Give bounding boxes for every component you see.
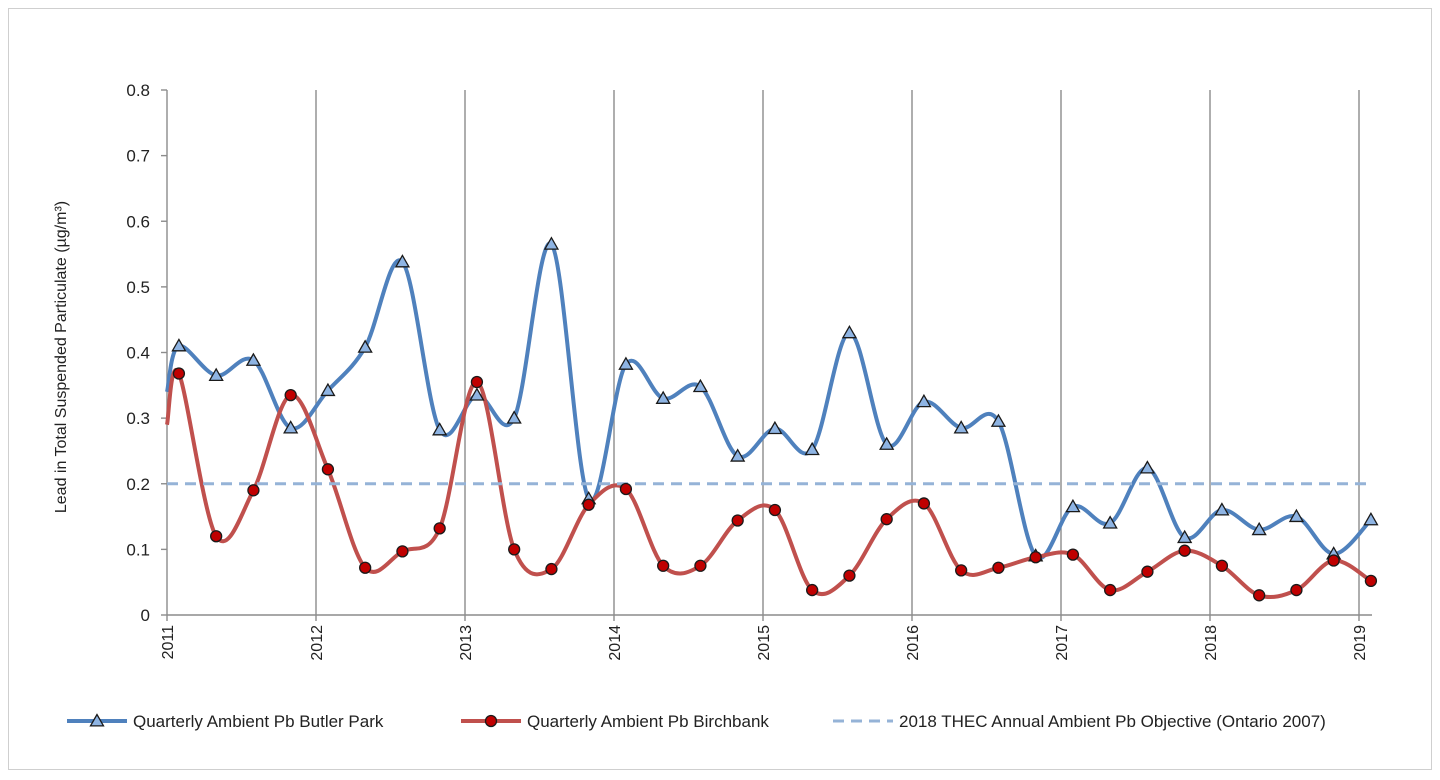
x-tick-label-2011: 2011 — [160, 625, 177, 660]
point-s0-25 — [1065, 498, 1081, 513]
point-s0-27 — [1139, 460, 1156, 474]
marker-layer — [171, 236, 1379, 602]
series-layer — [165, 241, 1373, 600]
point-s1-30 — [1253, 589, 1266, 602]
point-s1-14 — [657, 559, 670, 572]
legend-label-2: 2018 THEC Annual Ambient Pb Objective (O… — [899, 712, 1326, 731]
point-s0-14 — [655, 390, 671, 404]
point-s1-8 — [433, 522, 446, 535]
point-s1-31 — [1290, 583, 1303, 597]
point-s0-18 — [804, 441, 820, 456]
point-s1-12 — [582, 498, 595, 511]
point-s1-7 — [396, 545, 409, 558]
point-s1-26 — [1104, 583, 1117, 597]
point-s0-5 — [320, 382, 336, 397]
chart-frame — [8, 8, 1432, 770]
point-s0-30 — [1251, 521, 1267, 536]
point-s0-26 — [1102, 515, 1118, 529]
point-s0-19 — [841, 325, 858, 339]
point-s0-3 — [245, 352, 262, 366]
y-tick-label-0.2: 0.2 — [126, 475, 150, 494]
point-s0-2 — [208, 367, 224, 381]
point-s1-17 — [768, 503, 782, 517]
point-s1-28 — [1178, 544, 1191, 557]
point-s1-19 — [843, 569, 856, 582]
point-s0-16 — [730, 448, 746, 462]
legend: Quarterly Ambient Pb Butler Park Quarterl… — [67, 712, 1326, 731]
point-s0-22 — [953, 420, 969, 434]
point-s1-16 — [731, 514, 744, 527]
point-s1-21 — [917, 497, 931, 510]
y-tick-label-0.5: 0.5 — [126, 278, 150, 297]
legend-label-1: Quarterly Ambient Pb Birchbank — [527, 712, 769, 731]
point-s0-9 — [469, 387, 485, 401]
point-s1-11 — [545, 562, 558, 576]
point-s0-13 — [618, 356, 634, 370]
point-s1-1 — [172, 367, 186, 380]
y-tick-label-0: 0 — [141, 606, 150, 625]
x-tick-label-2016: 2016 — [905, 625, 922, 661]
point-s1-9 — [470, 375, 484, 389]
point-s0-8 — [432, 422, 448, 436]
point-s0-6 — [357, 339, 373, 353]
point-s1-18 — [806, 583, 819, 597]
point-s0-29 — [1214, 502, 1230, 516]
point-s0-10 — [506, 410, 522, 424]
y-tick-label-0.1: 0.1 — [126, 540, 150, 559]
point-s1-33 — [1364, 574, 1378, 588]
point-s1-20 — [880, 513, 893, 526]
x-tick-label-2018: 2018 — [1203, 625, 1220, 661]
point-s1-15 — [694, 559, 707, 572]
point-s0-31 — [1288, 508, 1305, 523]
point-s0-20 — [879, 436, 895, 450]
point-s1-22 — [955, 564, 968, 577]
label-layer: Lead in Total Suspended Particulate (µg/… — [53, 201, 70, 513]
point-s1-10 — [508, 543, 521, 556]
y-tick-label-0.6: 0.6 — [126, 212, 150, 231]
point-s1-27 — [1141, 565, 1154, 578]
point-s0-33 — [1363, 512, 1379, 526]
point-s1-24 — [1029, 551, 1042, 564]
x-tick-label-2014: 2014 — [607, 625, 624, 661]
point-s1-32 — [1327, 554, 1340, 567]
point-s0-7 — [394, 254, 411, 268]
x-tick-label-2019: 2019 — [1352, 625, 1369, 661]
x-tick-label-2013: 2013 — [458, 625, 475, 661]
point-s0-15 — [692, 378, 709, 393]
point-s0-28 — [1177, 529, 1193, 544]
point-s0-11 — [543, 236, 560, 250]
point-s0-1 — [171, 338, 187, 352]
x-tick-label-2015: 2015 — [756, 625, 773, 661]
y-tick-label-0.3: 0.3 — [126, 409, 150, 428]
legend-marker-0 — [89, 713, 105, 727]
y-axis-label: Lead in Total Suspended Particulate (µg/… — [53, 201, 70, 513]
y-tick-label-0.8: 0.8 — [126, 81, 150, 100]
point-s0-4 — [283, 420, 299, 434]
x-tick-label-2017: 2017 — [1054, 625, 1071, 661]
series-line-0 — [165, 241, 1373, 561]
point-s1-5 — [321, 463, 335, 476]
point-s1-29 — [1215, 559, 1229, 572]
point-s1-23 — [992, 561, 1005, 574]
point-s0-17 — [767, 420, 783, 435]
point-s1-3 — [247, 484, 260, 497]
point-s0-23 — [990, 413, 1007, 427]
point-s1-13 — [619, 482, 633, 496]
legend-marker-1 — [484, 714, 498, 728]
point-s1-4 — [284, 389, 297, 402]
point-s1-6 — [359, 561, 372, 574]
y-tick-label-0.7: 0.7 — [126, 147, 150, 166]
point-s1-2 — [210, 530, 223, 543]
y-tick-label-0.4: 0.4 — [126, 344, 150, 363]
legend-label-0: Quarterly Ambient Pb Butler Park — [133, 712, 384, 731]
point-s0-21 — [916, 393, 932, 408]
x-tick-label-2012: 2012 — [309, 625, 326, 661]
point-s1-25 — [1066, 548, 1080, 561]
axis-layer: 0 0.1 0.2 0.3 0.4 0.5 0.6 0.7 0.8 2011 2012 2013 201… — [126, 81, 1372, 661]
